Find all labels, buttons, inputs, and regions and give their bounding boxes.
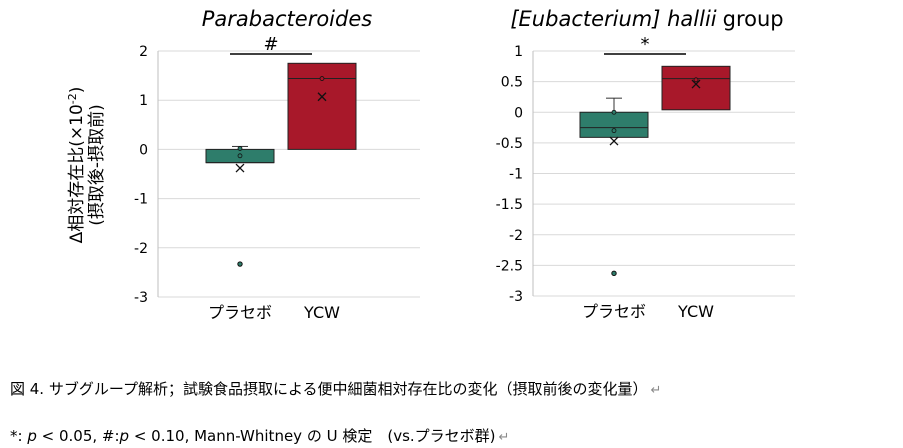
y-tick-label: -1.5 [496,197,523,213]
note-p-1: p [27,427,37,445]
chart-title-suffix: group [723,7,784,31]
figure-caption-text: 図 4. サブグループ解析；試験食品摂取による便中細菌相対存在比の変化（摂取前後… [10,380,648,398]
box-iqr [661,65,731,111]
note-p-2: p [119,427,130,445]
data-point [611,128,617,134]
y-axis-title-close: ) [67,87,87,94]
significance-label: * [641,34,650,55]
x-category-label: YCW [303,303,340,322]
outlier-point [237,261,243,267]
y-tick-label: -0.5 [496,136,523,152]
data-point [319,76,325,81]
chart-panel-parabacteroides: Parabacteroides 2 1 0 -1 -2 -3 プラセボ YCW # [134,7,420,322]
y-tick-label: -3 [134,290,148,306]
chart-area: Δ相対存在比(×10-2) (摂取後-摂取前) Parabacteroides2… [66,7,795,322]
data-point [611,109,617,115]
y-tick-label: -2 [134,241,148,257]
data-point [237,146,243,151]
mean-marker-stroke-b [609,136,619,146]
significance-note: *: p < 0.05, #:p < 0.10, Mann-Whitney の … [10,425,509,446]
box-series-placebo [579,97,649,277]
x-category-label: YCW [677,302,714,321]
figure-caption: 図 4. サブグループ解析；試験食品摂取による便中細菌相対存在比の変化（摂取前後… [10,378,661,399]
y-axis-subtitle: (摂取後-摂取前) [87,104,107,225]
mean-marker-stroke-b [235,163,245,173]
y-tick-label: 0 [514,105,523,121]
y-tick-label: 1 [139,93,148,109]
y-axis-title-sup: -2 [66,93,79,104]
box-iqr [579,111,649,138]
return-mark-icon: ↵ [498,430,510,445]
chart-title: Parabacteroides [202,7,372,31]
chart-title-italic-part: [Eubacterium] hallii [510,7,716,31]
return-mark-icon: ↵ [650,383,662,398]
box-series-ycw [287,62,357,150]
chart-title: [Eubacterium] hallii group [510,7,783,31]
y-tick-label: 0.5 [501,75,523,91]
y-tick-label: 2 [139,44,148,60]
y-tick-label: 0 [139,142,148,158]
x-category-label: プラセボ [208,303,272,322]
data-point [237,153,243,159]
x-category-label: プラセボ [582,302,646,321]
box-series-ycw [661,65,731,111]
y-tick-label: -1 [509,167,523,183]
y-tick-label: -2.5 [496,258,523,274]
y-tick-label: -1 [134,192,148,208]
y-axis-title-main: Δ相対存在比(×10 [67,104,87,243]
mean-marker-stroke-b [317,92,327,102]
y-tick-label: -3 [509,289,523,305]
chart-title-italic-part: Parabacteroides [202,7,372,31]
chart-panel-eubacterium-hallii-group: [Eubacterium] hallii group 1 0.5 0 -0.5 -1 -1.5… [496,7,795,321]
outlier-point [611,270,617,277]
significance-label: # [263,34,278,55]
svg-text:Δ相対存在比(×10-2): Δ相対存在比(×10-2) [66,87,87,244]
note-mid-2: < 0.10, Mann-Whitney の U 検定 (vs.プラセボ群) [129,427,496,445]
note-star: *: [10,427,28,445]
y-axis-title: Δ相対存在比(×10-2) (摂取後-摂取前) [66,87,107,244]
note-mid-1: < 0.05, #: [36,427,120,445]
y-tick-label: 1 [514,44,523,60]
mean-marker-stroke-b [691,79,701,89]
y-tick-label: -2 [509,228,523,244]
box-series-placebo [205,145,275,267]
data-point [693,77,699,83]
